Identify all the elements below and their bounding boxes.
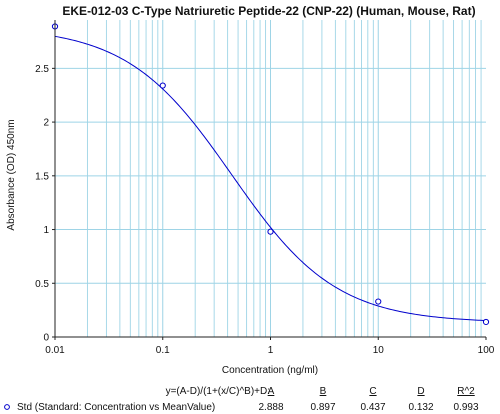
chart-title: EKE-012-03 C-Type Natriuretic Peptide-22… — [62, 4, 475, 18]
y-tick-label: 0 — [43, 333, 49, 344]
fit-equation: y=(A-D)/(1+(x/C)^B)+D: — [166, 386, 270, 397]
x-tick-label: 1 — [268, 345, 274, 356]
fit-value-r2: 0.993 — [453, 402, 478, 413]
x-tick-label: 100 — [478, 345, 495, 356]
legend-marker — [4, 404, 10, 410]
x-tick-label: 0.1 — [156, 345, 170, 356]
y-tick-label: 2.5 — [35, 64, 49, 75]
y-tick-label: 1.5 — [35, 171, 49, 182]
y-axis-label: Absorbance (OD) 450nm — [6, 119, 17, 230]
fit-header-b: B — [320, 386, 327, 397]
fit-value-b: 0.897 — [310, 402, 335, 413]
axes — [52, 20, 487, 340]
data-point — [375, 298, 382, 305]
fit-header-d: D — [417, 386, 424, 397]
y-tick-label: 1 — [43, 225, 49, 236]
x-tick-label: 10 — [373, 345, 385, 356]
y-tick-label: 0.5 — [35, 279, 49, 290]
fit-curve-group — [54, 35, 487, 322]
fit-header-a: A — [268, 386, 275, 397]
tick-labels: 0.01 0.1 1 10 100 0 0.5 1 1.5 2 2.5 — [35, 64, 495, 356]
fit-value-c: 0.437 — [360, 402, 385, 413]
x-axis-label: Concentration (ng/ml) — [222, 365, 318, 376]
y-tick-label: 2 — [43, 118, 49, 129]
x-tick-label: 0.01 — [45, 345, 65, 356]
fit-value-a: 2.888 — [258, 402, 283, 413]
fit-header-c: C — [369, 386, 376, 397]
fit-value-d: 0.132 — [408, 402, 433, 413]
fit-header-r2: R^2 — [457, 386, 475, 397]
grid — [55, 20, 486, 337]
legend-series-name: Std (Standard: Concentration vs MeanValu… — [17, 402, 215, 413]
data-point — [267, 228, 274, 235]
legend-table: y=(A-D)/(1+(x/C)^B)+D: Std (Standard: Co… — [4, 386, 479, 413]
data-point — [159, 82, 166, 89]
data-point — [482, 318, 490, 326]
fit-curve — [54, 35, 487, 322]
